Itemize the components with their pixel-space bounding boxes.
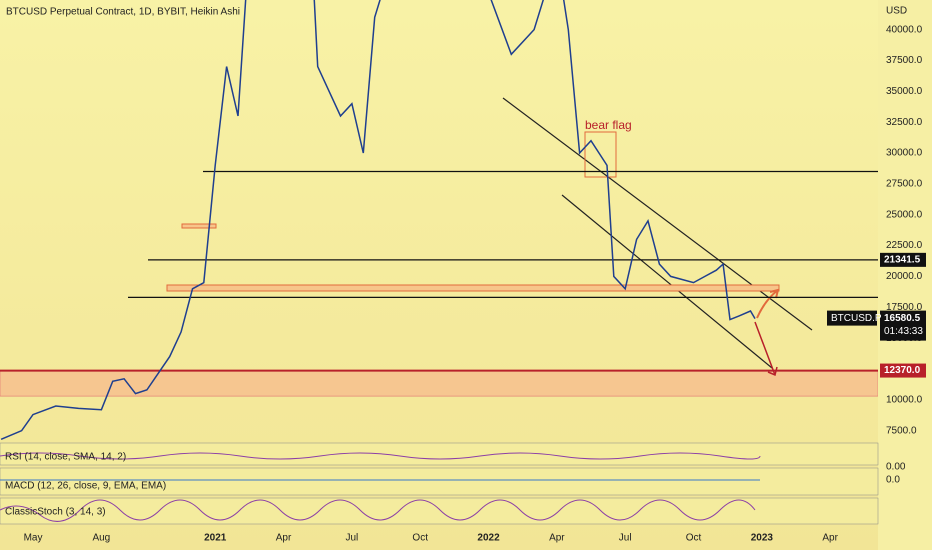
- y-tick-label: 35000.0: [886, 86, 923, 97]
- box: [181, 223, 217, 229]
- x-tick-label: 2021: [204, 533, 227, 544]
- y-tick-label: 20000.0: [886, 271, 923, 282]
- axis-unit: USD: [886, 6, 907, 17]
- series-tag-label: BTCUSD.P: [831, 313, 882, 324]
- x-tick-label: May: [24, 533, 43, 544]
- rsi-pane: [0, 442, 879, 466]
- main-pane: [0, 0, 878, 440]
- x-tick-label: 2022: [477, 533, 500, 544]
- indicator-axis: 0.00: [886, 462, 906, 473]
- price-axis: [878, 0, 932, 550]
- rsi-line: [0, 452, 761, 460]
- indicator-label: MACD (12, 26, close, 9, EMA, EMA): [5, 481, 166, 492]
- y-tick-label: 37500.0: [886, 55, 923, 66]
- last-price-tag: [880, 310, 926, 341]
- arrow-up: [756, 288, 780, 319]
- indicator-label: ClassicStoch (3, 14, 3): [5, 507, 106, 518]
- price-line: [0, 0, 756, 440]
- y-tick-label: 30000.0: [886, 148, 923, 159]
- x-tick-label: Oct: [412, 533, 428, 544]
- x-tick-label: Apr: [276, 533, 292, 544]
- y-tick-label: 32500.0: [886, 117, 923, 128]
- countdown: 01:43:33: [884, 326, 923, 337]
- x-tick-label: Aug: [92, 533, 110, 544]
- y-tick-label: 7500.0: [886, 425, 917, 436]
- indicator-label: RSI (14, close, SMA, 14, 2): [5, 452, 126, 463]
- y-tick-label: 17500.0: [886, 302, 923, 313]
- price-tag: [880, 363, 926, 378]
- flag-box: [584, 131, 617, 178]
- y-tick-label: 40000.0: [886, 24, 923, 35]
- y-tick-label: 10000.0: [886, 394, 923, 405]
- price-tag: [880, 252, 926, 267]
- box: [166, 284, 780, 292]
- indicator-axis: 0.0: [886, 475, 900, 486]
- x-tick-label: Apr: [549, 533, 565, 544]
- stoch-line: [0, 499, 756, 522]
- x-tick-label: Jul: [619, 533, 632, 544]
- chart-title: BTCUSD Perpetual Contract, 1D, BYBIT, He…: [6, 7, 240, 18]
- trend-line: [561, 194, 773, 369]
- x-tick-label: 2023: [751, 533, 774, 544]
- indicators: RSI (14, close, SMA, 14, 2) MACD (12, 26…: [0, 442, 906, 525]
- x-tick-label: Oct: [686, 533, 702, 544]
- price-tag-label: 21341.5: [884, 254, 921, 265]
- last-price-label: 16580.5: [884, 313, 921, 324]
- x-tick-label: Jul: [345, 533, 358, 544]
- stoch-pane: [0, 497, 879, 525]
- zone: [0, 370, 878, 397]
- series-tag: [827, 310, 877, 326]
- macd-pane: [0, 467, 879, 496]
- y-tick-label: 27500.0: [886, 179, 923, 190]
- y-tick-label: 22500.0: [886, 240, 923, 251]
- price-tag-label: 12370.0: [884, 365, 921, 376]
- x-tick-label: Apr: [822, 533, 838, 544]
- annotation: bear flag: [585, 118, 632, 132]
- y-tick-label: 25000.0: [886, 209, 923, 220]
